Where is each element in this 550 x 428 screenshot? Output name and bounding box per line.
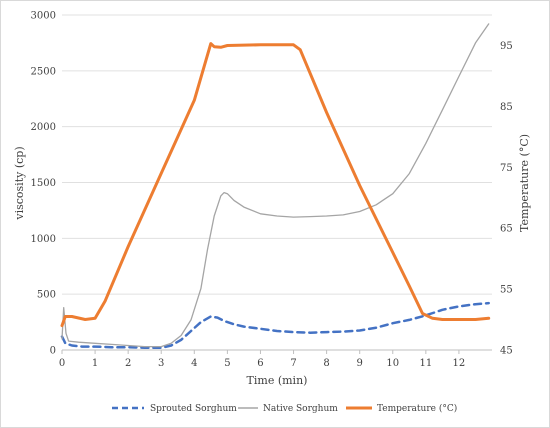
y-tick-label-1500: 1500 — [31, 178, 56, 189]
y2-tick-label-45: 45 — [500, 346, 513, 357]
series-line-2 — [60, 42, 491, 328]
y-tick-label-0: 0 — [50, 346, 56, 357]
y-tick-label-2000: 2000 — [31, 122, 56, 133]
y2-axis-title: Temperature (°C) — [518, 134, 531, 232]
legend-label-sprouted: Sprouted Sorghum — [150, 404, 237, 414]
x-tick-label-12: 12 — [453, 358, 466, 369]
x-tick-label-7: 7 — [290, 358, 296, 369]
legend-label-temperature: Temperature (°C) — [377, 403, 457, 414]
x-tick-label-11: 11 — [419, 358, 432, 369]
x-tick-label-5: 5 — [224, 358, 230, 369]
axes — [61, 349, 492, 354]
y-tick-label-500: 500 — [37, 290, 56, 301]
series-line-1 — [61, 23, 490, 348]
y-tick-label-1000: 1000 — [31, 234, 56, 245]
y2-tick-label-65: 65 — [500, 224, 513, 235]
y-tick-label-2500: 2500 — [31, 66, 56, 77]
x-axis-title: Time (min) — [247, 374, 308, 387]
x-tick-label-1: 1 — [92, 358, 98, 369]
y-axis-title: viscosity (cp) — [13, 146, 26, 220]
series-line-0 — [60, 301, 490, 350]
x-tick-label-8: 8 — [323, 358, 329, 369]
x-tick-label-0: 0 — [59, 358, 65, 369]
x-tick-label-4: 4 — [191, 358, 197, 369]
y2-tick-label-75: 75 — [500, 163, 513, 174]
series-lines — [60, 23, 491, 350]
y2-tick-label-95: 95 — [500, 41, 513, 52]
gridlines — [62, 14, 492, 295]
x-tick-label-9: 9 — [357, 358, 363, 369]
y2-tick-label-55: 55 — [500, 285, 513, 296]
x-tick-label-3: 3 — [158, 358, 164, 369]
y2-tick-label-85: 85 — [500, 102, 513, 113]
x-tick-label-6: 6 — [257, 358, 263, 369]
legend: Sprouted Sorghum Native Sorghum Temperat… — [112, 403, 457, 414]
x-tick-label-10: 10 — [386, 358, 399, 369]
y-tick-label-3000: 3000 — [31, 11, 56, 22]
legend-label-native: Native Sorghum — [263, 404, 338, 414]
x-tick-label-2: 2 — [125, 358, 131, 369]
